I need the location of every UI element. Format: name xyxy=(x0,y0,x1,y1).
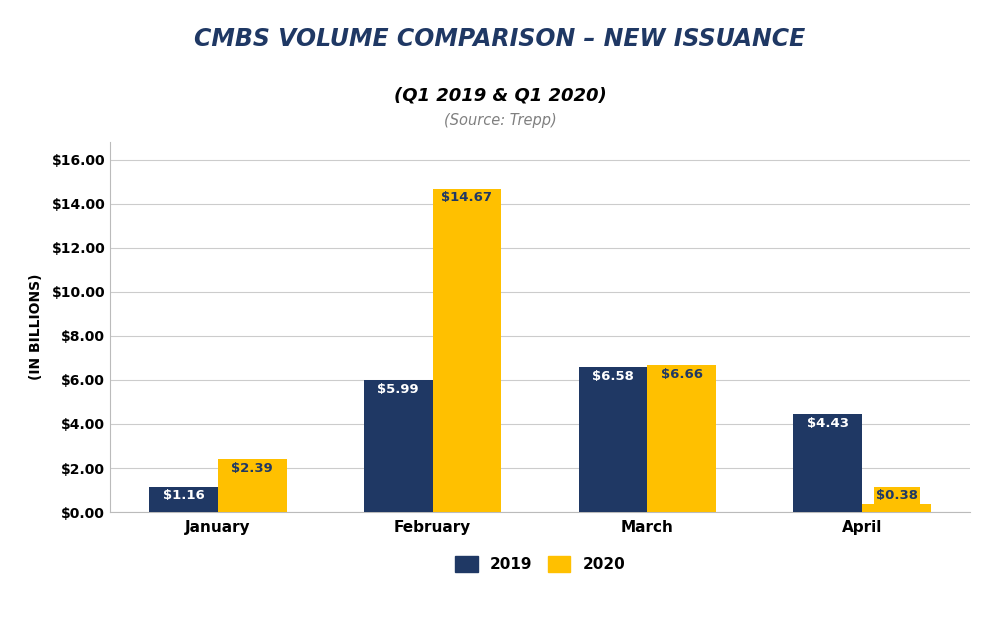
Text: $4.43: $4.43 xyxy=(807,417,849,430)
Text: $14.67: $14.67 xyxy=(441,191,492,204)
Bar xyxy=(433,189,501,512)
Text: $5.99: $5.99 xyxy=(377,383,419,395)
Bar xyxy=(579,367,647,512)
Text: $1.16: $1.16 xyxy=(163,489,204,502)
Text: CMBS VOLUME COMPARISON – NEW ISSUANCE: CMBS VOLUME COMPARISON – NEW ISSUANCE xyxy=(194,27,806,51)
Legend: 2019, 2020: 2019, 2020 xyxy=(448,550,632,579)
Bar xyxy=(862,503,931,512)
Text: (Source: Trepp): (Source: Trepp) xyxy=(444,113,556,128)
Text: $2.39: $2.39 xyxy=(231,462,273,475)
Bar xyxy=(793,415,862,512)
Text: $6.66: $6.66 xyxy=(661,368,703,381)
Bar xyxy=(364,380,433,512)
Bar xyxy=(218,460,287,512)
Bar xyxy=(647,365,716,512)
Y-axis label: (IN BILLIONS): (IN BILLIONS) xyxy=(29,274,43,380)
Text: (Q1 2019 & Q1 2020): (Q1 2019 & Q1 2020) xyxy=(394,86,606,105)
Text: $0.38: $0.38 xyxy=(876,489,918,502)
Bar xyxy=(149,487,218,512)
Text: $6.58: $6.58 xyxy=(592,370,634,383)
